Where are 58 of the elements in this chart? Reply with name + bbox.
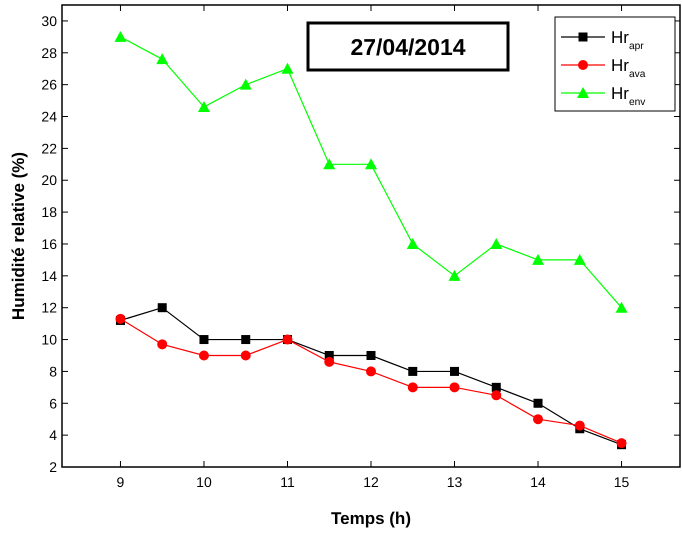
y-tick-label: 6 xyxy=(49,395,58,412)
x-tick-label: 10 xyxy=(196,474,212,490)
point xyxy=(450,366,460,376)
point xyxy=(199,335,208,344)
point xyxy=(448,270,461,281)
point xyxy=(574,420,585,431)
x-tick-label: 12 xyxy=(363,474,379,490)
y-tick-label: 20 xyxy=(41,172,58,188)
point xyxy=(533,414,544,424)
point xyxy=(324,356,334,367)
y-tick-label: 10 xyxy=(41,332,58,348)
point xyxy=(490,238,502,249)
point xyxy=(574,254,586,265)
point xyxy=(532,254,544,265)
y-tick-label: 24 xyxy=(41,108,58,125)
point xyxy=(281,62,294,74)
text: 27/04/2014 xyxy=(350,34,466,60)
x-tick-label: 13 xyxy=(446,474,463,490)
point xyxy=(366,350,376,360)
point xyxy=(241,335,250,344)
x-tick-label: 14 xyxy=(530,474,546,490)
y-tick-label: 12 xyxy=(41,300,58,316)
point xyxy=(491,390,502,400)
point xyxy=(240,350,251,360)
x-tick-label: 11 xyxy=(280,474,295,490)
legend-label: Hr$_{ava}$ xyxy=(611,56,646,80)
point xyxy=(408,366,418,376)
y-tick-label: 2 xyxy=(49,459,58,475)
x-tick-label: 9 xyxy=(116,474,125,490)
point xyxy=(406,238,419,249)
x-axis-title: Temps (h) xyxy=(331,509,411,528)
y-tick-label: 28 xyxy=(41,44,58,61)
y-tick-label: 16 xyxy=(41,236,58,252)
x-tick-label: 15 xyxy=(614,474,630,490)
point xyxy=(198,350,209,360)
y-tick-label: 8 xyxy=(49,363,58,380)
y-axis-title: Humidité relative (%) xyxy=(9,152,28,320)
point xyxy=(366,366,376,376)
point xyxy=(158,303,167,312)
point xyxy=(114,30,126,42)
point xyxy=(534,398,543,408)
y-tick-label: 30 xyxy=(41,12,58,29)
point xyxy=(156,53,168,64)
point xyxy=(616,302,628,313)
point xyxy=(240,78,252,90)
y-tick-label: 14 xyxy=(41,268,58,284)
point xyxy=(408,382,418,392)
legend-label: Hr$_{env}$ xyxy=(611,84,646,108)
y-tick-label: 4 xyxy=(49,427,58,444)
y-tick-label: 26 xyxy=(41,76,58,93)
point xyxy=(157,339,168,350)
legend-label: Hr$_{apr}$ xyxy=(611,28,644,52)
point xyxy=(198,100,210,112)
y-tick-label: 22 xyxy=(41,140,58,156)
point xyxy=(323,158,336,170)
point xyxy=(365,158,377,170)
point xyxy=(450,382,460,392)
y-tick-label: 18 xyxy=(41,204,58,220)
